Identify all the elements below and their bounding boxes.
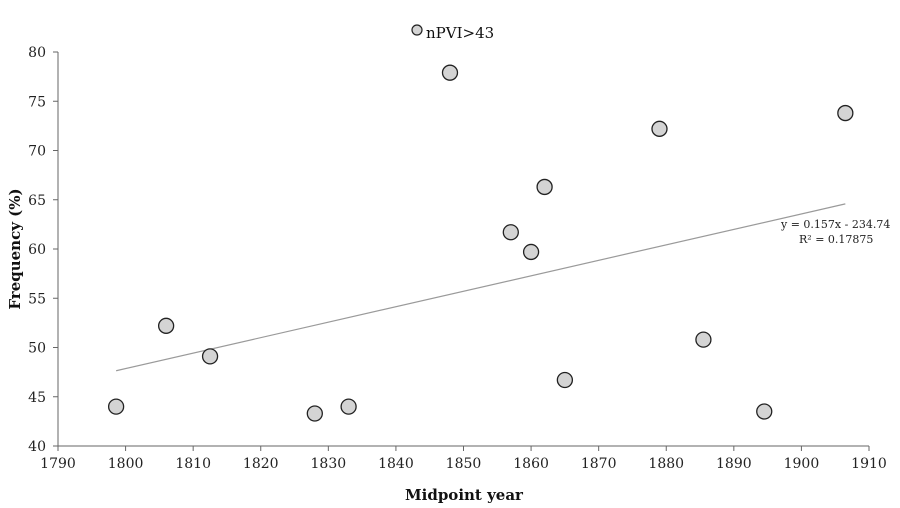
y-tick-label: 55 xyxy=(28,291,46,307)
data-point xyxy=(441,64,459,81)
x-tick-label: 1840 xyxy=(378,456,414,472)
y-tick-label: 50 xyxy=(28,341,46,357)
data-point xyxy=(157,317,175,334)
data-point xyxy=(837,104,854,122)
y-tick-label: 60 xyxy=(28,242,46,258)
x-tick-label: 1830 xyxy=(311,456,347,472)
legend-label: nPVI>43 xyxy=(426,24,494,42)
trendline-equation: y = 0.157x - 234.74 xyxy=(780,218,890,231)
x-tick-label: 1910 xyxy=(851,456,887,472)
x-tick-label: 1890 xyxy=(716,456,752,472)
y-axis-title: Frequency (%) xyxy=(6,188,24,309)
x-tick-label: 1810 xyxy=(175,456,211,472)
x-tick-label: 1880 xyxy=(648,456,684,472)
x-tick-label: 1850 xyxy=(446,456,482,472)
data-point xyxy=(522,243,540,261)
legend-marker xyxy=(411,24,423,36)
trendline xyxy=(115,203,846,372)
x-tick-label: 1870 xyxy=(581,456,617,472)
data-point xyxy=(201,348,219,365)
y-tick-label: 75 xyxy=(28,94,46,110)
data-point xyxy=(651,120,668,137)
y-tick-label: 70 xyxy=(28,144,46,160)
x-tick-label: 1860 xyxy=(513,456,549,472)
y-tick-label: 40 xyxy=(28,439,46,455)
y-tick-label: 65 xyxy=(28,193,46,209)
data-point xyxy=(756,403,773,420)
x-tick-label: 1800 xyxy=(108,456,144,472)
legend: nPVI>43 xyxy=(411,24,494,42)
data-point xyxy=(502,224,519,241)
data-point xyxy=(536,178,553,196)
x-tick-label: 1820 xyxy=(243,456,279,472)
y-tick-label: 45 xyxy=(28,390,46,406)
x-axis-title: Midpoint year xyxy=(405,486,524,504)
trendline-r-squared: R² = 0.17875 xyxy=(799,233,873,246)
data-point xyxy=(107,398,125,415)
data-points xyxy=(107,64,854,422)
x-tick-label: 1790 xyxy=(40,456,76,472)
x-tick-label: 1900 xyxy=(784,456,820,472)
axes xyxy=(57,52,869,447)
y-tick-label: 80 xyxy=(28,45,46,61)
data-point xyxy=(556,371,574,389)
data-point xyxy=(340,398,357,415)
y-ticks: 40 45 50 55 60 65 70 75 80 xyxy=(28,45,58,455)
data-point xyxy=(306,405,323,422)
data-point xyxy=(695,331,712,348)
x-ticks: 1790 1800 1810 1820 1830 1840 1850 1860 1870 1880… xyxy=(40,446,887,472)
